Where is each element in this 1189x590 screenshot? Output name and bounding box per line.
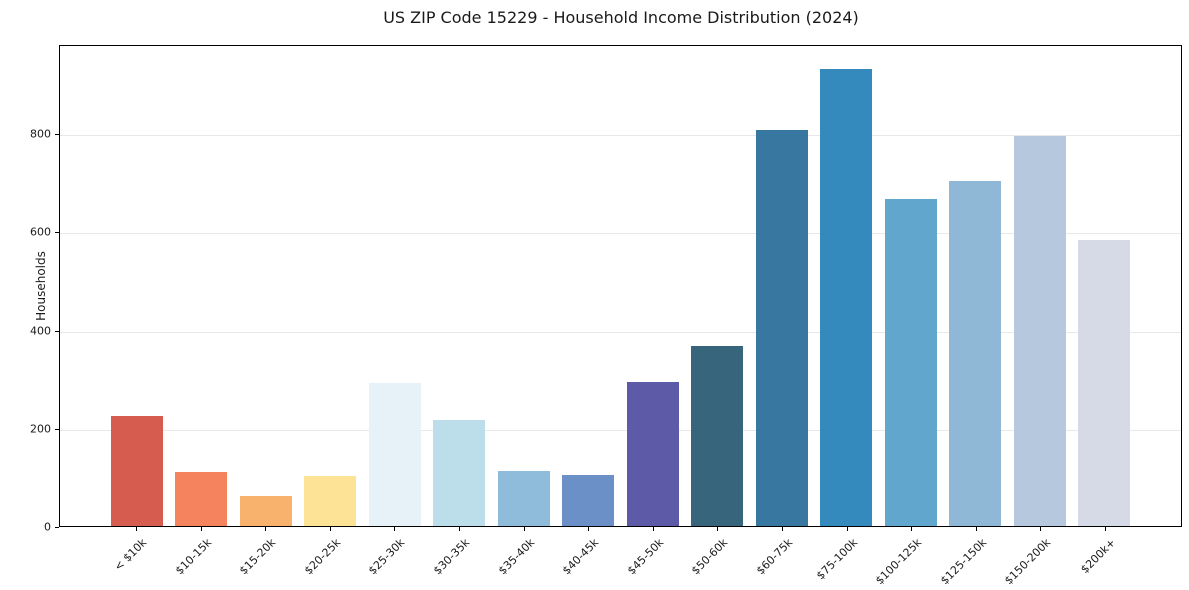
x-tick-label-13: $125-150k (937, 536, 990, 588)
y-tick-mark-800 (55, 134, 59, 136)
x-tick-label-12: $100-125k (873, 536, 925, 588)
x-tick-mark-13 (975, 527, 977, 531)
bar-15-20k (239, 495, 292, 526)
gridline-y-400 (60, 331, 1181, 333)
bar-200k (1078, 239, 1131, 526)
gridline-y-800 (60, 135, 1181, 137)
x-tick-label-8: $45-50k (624, 536, 666, 578)
y-tick-label-0: 0 (44, 520, 51, 534)
y-tick-mark-0 (55, 527, 59, 528)
y-tick-label-200: 200 (30, 422, 51, 436)
x-tick-mark-12 (911, 527, 913, 531)
x-tick-label-10: $60-75k (753, 536, 796, 578)
x-tick-mark-1 (200, 527, 202, 531)
bar-40-45k (562, 474, 615, 526)
bar-150-200k (1013, 135, 1066, 526)
x-tick-label-11: $75-100k (813, 536, 860, 583)
bar-10-15k (175, 472, 228, 526)
x-tick-mark-11 (846, 527, 848, 531)
x-tick-label-4: $25-30k (366, 536, 408, 578)
x-tick-label-1: $10-15k (172, 536, 214, 578)
bar-60-75k (755, 130, 808, 526)
chart-title: US ZIP Code 15229 - Household Income Dis… (383, 8, 859, 27)
y-axis-label: Households (33, 251, 48, 321)
y-tick-mark-600 (55, 232, 59, 234)
x-tick-mark-15 (1105, 527, 1107, 531)
x-tick-label-0: < $10k (111, 536, 150, 574)
bar-45-50k (626, 381, 679, 526)
y-tick-mark-400 (55, 330, 59, 332)
gridline-y-200 (60, 429, 1181, 431)
x-tick-mark-8 (652, 527, 654, 531)
bar-75-100k (820, 68, 873, 526)
x-tick-label-15: $200k+ (1078, 536, 1119, 577)
y-tick-label-600: 600 (30, 225, 51, 239)
bar-20-25k (304, 475, 357, 526)
x-tick-label-9: $50-60k (689, 536, 731, 578)
x-tick-mark-3 (329, 527, 331, 531)
bar-35-40k (497, 470, 550, 526)
bar-25-30k (368, 383, 421, 526)
x-tick-mark-2 (265, 527, 267, 531)
x-tick-label-2: $15-20k (237, 536, 279, 578)
y-tick-label-400: 400 (30, 324, 51, 338)
bar-100-125k (884, 199, 937, 526)
x-tick-mark-9 (717, 527, 719, 531)
bar-125-150k (949, 180, 1002, 526)
x-tick-label-5: $30-35k (430, 536, 473, 578)
bar-50-60k (691, 346, 744, 526)
bar-10k (110, 416, 163, 526)
x-tick-mark-0 (135, 527, 137, 531)
x-tick-mark-7 (588, 527, 590, 531)
y-tick-label-800: 800 (30, 127, 51, 141)
x-tick-mark-4 (394, 527, 396, 531)
x-tick-label-7: $40-45k (560, 536, 602, 578)
x-tick-mark-14 (1040, 527, 1042, 531)
plot-area (59, 45, 1182, 527)
x-tick-label-6: $35-40k (495, 536, 537, 578)
x-tick-mark-6 (523, 527, 525, 531)
x-tick-mark-10 (782, 527, 784, 531)
x-tick-label-3: $20-25k (301, 536, 343, 578)
gridline-y-600 (60, 233, 1181, 235)
x-tick-mark-5 (458, 527, 460, 531)
y-tick-mark-200 (55, 428, 59, 430)
bar-30-35k (433, 420, 486, 526)
x-tick-label-14: $150-200k (1002, 536, 1054, 588)
